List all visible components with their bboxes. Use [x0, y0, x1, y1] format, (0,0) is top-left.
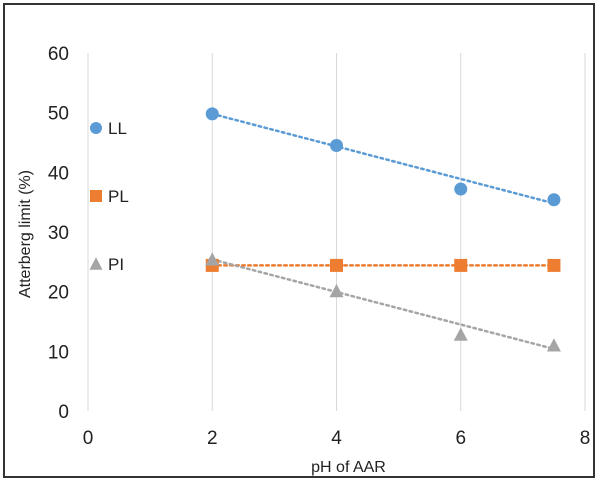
y-tick-label: 20 [48, 283, 69, 304]
point-pi [546, 338, 561, 352]
x-tick-label: 2 [207, 428, 218, 449]
point-pl [454, 258, 468, 272]
point-ll [454, 182, 468, 196]
y-tick-label: 10 [48, 342, 69, 363]
chart-frame [3, 3, 595, 478]
point-ll [330, 138, 343, 152]
legend-item-ll: LL [90, 119, 127, 138]
y-tick-label: 40 [48, 163, 69, 184]
data-marks [205, 107, 561, 352]
legend-marker-pl [90, 190, 102, 202]
legend: LL PL PI [89, 119, 129, 274]
legend-marker-ll [90, 122, 102, 134]
point-pi [453, 327, 468, 341]
point-ll [547, 193, 561, 207]
point-pl [547, 258, 561, 272]
y-tick-label: 60 [48, 44, 69, 65]
y-tick-label: 0 [58, 402, 69, 423]
x-tick-label: 8 [580, 428, 591, 449]
y-tick-label: 50 [48, 104, 69, 125]
legend-marker-pi [89, 257, 103, 270]
legend-item-pi: PI [89, 255, 124, 274]
x-tick-label: 0 [83, 428, 94, 449]
y-tick-label: 30 [48, 223, 69, 244]
axes: 0 2 4 6 8 0 10 20 30 40 50 60 [48, 44, 590, 449]
trend-lines [211, 112, 556, 351]
legend-label-ll: LL [108, 119, 127, 138]
point-pl [330, 258, 343, 272]
point-ll [205, 107, 219, 121]
legend-item-pl: PL [90, 187, 129, 206]
legend-label-pl: PL [108, 187, 129, 206]
grid-lines [211, 53, 586, 411]
x-axis-label: pH of AAR [311, 459, 386, 476]
y-axis-label: Atterberg limit (%) [17, 170, 34, 298]
point-pi [329, 283, 344, 298]
legend-label-pi: PI [108, 255, 124, 274]
x-tick-label: 4 [331, 428, 342, 449]
x-tick-label: 6 [455, 428, 466, 449]
trendline-pi [211, 258, 556, 351]
point-pi [205, 252, 220, 266]
trendline-ll [211, 112, 556, 205]
